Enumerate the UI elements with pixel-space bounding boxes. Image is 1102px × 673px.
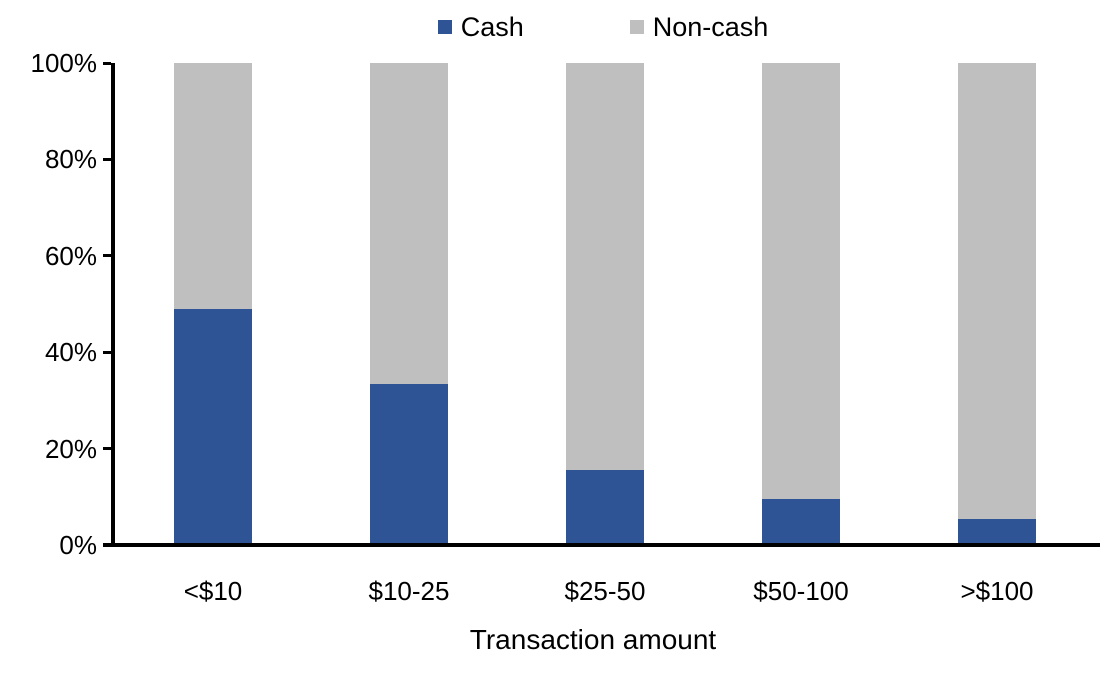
- stacked-bar: [762, 63, 840, 545]
- legend-item-cash: Cash: [437, 12, 524, 42]
- bar-slot: [899, 63, 1095, 545]
- y-axis-tick: [103, 447, 111, 451]
- stacked-bar: [174, 63, 252, 545]
- y-axis-tick: [103, 254, 111, 258]
- y-axis-tick-label: 40%: [44, 337, 97, 368]
- non-cash-segment: [370, 63, 448, 384]
- bar-slot: [311, 63, 507, 545]
- non-cash-segment: [174, 63, 252, 309]
- chart-legend: Cash Non-cash: [111, 12, 1095, 42]
- cash-segment: [174, 308, 252, 545]
- y-axis-tick-label: 80%: [44, 144, 97, 175]
- x-axis-tick-label: <$10: [183, 576, 243, 606]
- y-axis-tick: [103, 157, 111, 161]
- y-axis-tick-label: 60%: [44, 240, 97, 271]
- x-axis-tick-label: $50-100: [753, 576, 849, 606]
- stacked-bar: [958, 63, 1036, 545]
- y-axis-tick: [103, 61, 111, 65]
- y-axis-tick-label: 0%: [59, 530, 97, 560]
- y-axis-labels: 100% 80% 60% 40% 20% 0%: [0, 0, 98, 673]
- cash-legend-swatch: [437, 20, 452, 34]
- bar-slot: [507, 63, 703, 545]
- stacked-bar: [566, 63, 644, 545]
- y-axis-tick-label: 20%: [44, 433, 97, 464]
- y-axis-tick-label: 100%: [30, 48, 98, 78]
- stacked-bar: [370, 63, 448, 545]
- non-cash-segment: [958, 63, 1036, 519]
- x-axis-tick-labels: <$10 $10-25 $25-50 $50-100 >$100: [115, 577, 1095, 605]
- non-cash-legend-swatch: [629, 20, 644, 34]
- bars-container: [115, 63, 1095, 545]
- y-axis-tick: [103, 350, 111, 354]
- non-cash-segment: [566, 63, 644, 471]
- bar-slot: [703, 63, 899, 545]
- cash-segment: [566, 470, 644, 545]
- x-axis-tick-label: $25-50: [564, 576, 646, 606]
- legend-item-non-cash: Non-cash: [629, 12, 769, 42]
- bar-slot: [115, 63, 311, 545]
- cash-legend-label: Cash: [460, 12, 524, 42]
- cash-segment: [958, 518, 1036, 545]
- x-axis-tick-label: >$100: [960, 576, 1034, 606]
- cash-segment: [370, 383, 448, 545]
- x-axis-line: [103, 543, 1100, 547]
- non-cash-legend-label: Non-cash: [652, 12, 769, 42]
- cash-segment: [762, 499, 840, 545]
- non-cash-segment: [762, 63, 840, 500]
- x-axis-title: Transaction amount: [469, 624, 717, 655]
- plot-area: [103, 61, 1095, 547]
- x-axis-tick-label: $10-25: [368, 576, 450, 606]
